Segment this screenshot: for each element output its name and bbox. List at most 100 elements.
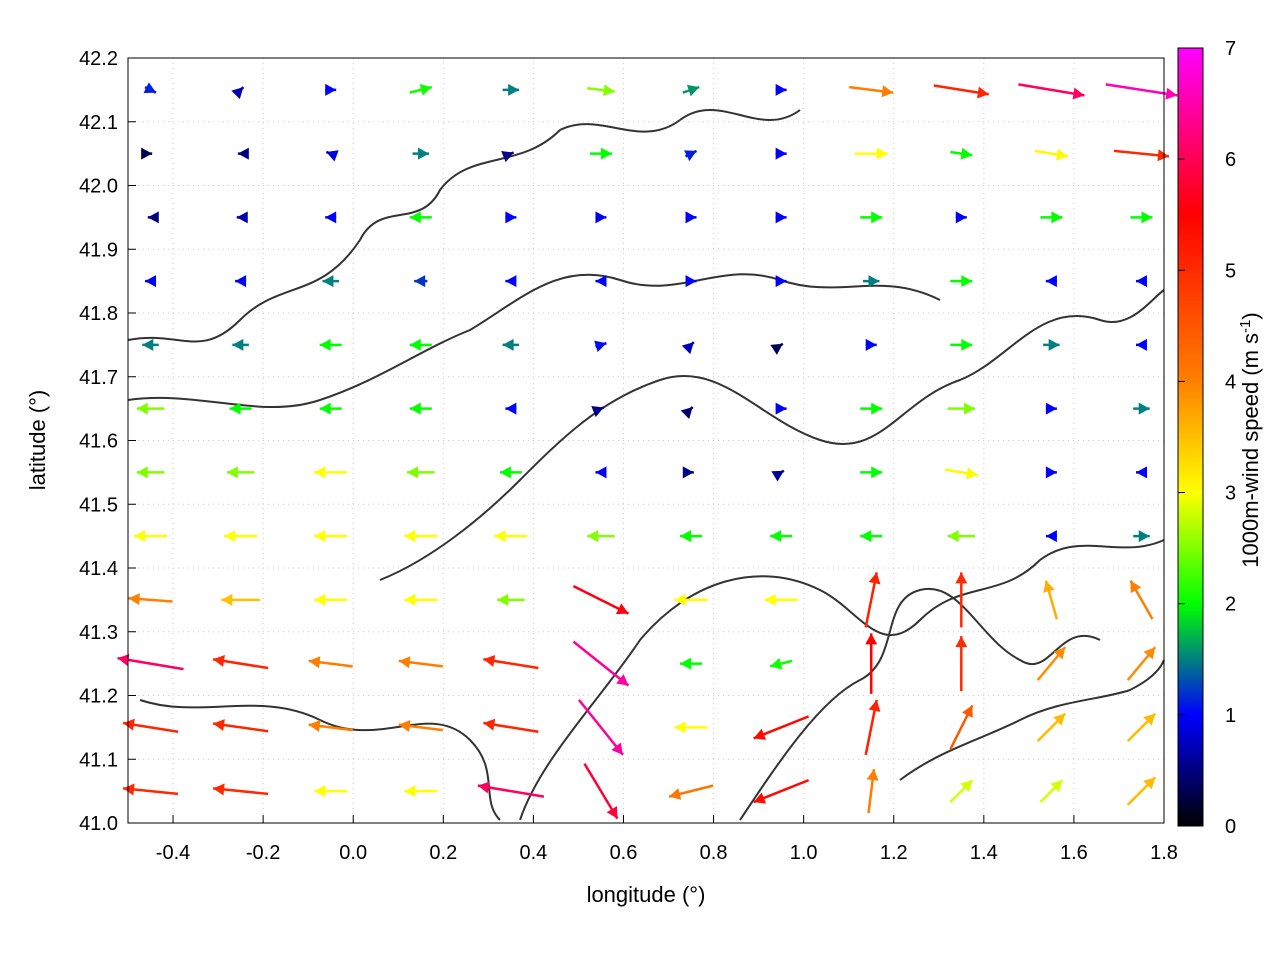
wind-vector: [409, 402, 432, 415]
wind-vector: [860, 530, 883, 543]
wind-vector: [122, 718, 179, 734]
wind-vector: [404, 785, 438, 798]
wind-vector: [143, 82, 157, 94]
wind-vector: [860, 402, 883, 415]
wind-vector: [505, 275, 517, 288]
wind-vector: [499, 466, 522, 479]
wind-vector: [122, 783, 179, 796]
contour-line: [127, 109, 801, 343]
colorbar-ticks: 0 1 2 3 4 5 6 7: [1178, 38, 1236, 838]
wind-vector: [1039, 779, 1064, 804]
wind-vector: [407, 466, 435, 479]
wind-vector: [314, 593, 348, 606]
y-tick-label: 42.2: [79, 48, 118, 70]
wind-vector: [1126, 646, 1157, 681]
wind-vector: [398, 656, 443, 669]
y-axis-label: latitude (°): [25, 390, 50, 491]
wind-vector: [1105, 83, 1178, 100]
wind-vector: [864, 572, 881, 628]
wind-vector: [1126, 776, 1157, 806]
wind-vector: [862, 275, 880, 288]
y-tick-label: 41.1: [79, 749, 118, 771]
wind-vector: [236, 211, 248, 224]
contour-line: [739, 587, 1101, 821]
wind-vector: [409, 211, 432, 224]
y-tick-label: 41.3: [79, 622, 118, 644]
wind-vector: [136, 466, 165, 479]
x-tick-label: 0.2: [429, 842, 457, 864]
contour-line: [379, 289, 1165, 581]
wind-vector: [1133, 402, 1150, 415]
wind-vector: [483, 655, 539, 670]
x-axis-label: longitude (°): [587, 882, 706, 907]
wind-vector: [1135, 275, 1147, 288]
wind-vector: [685, 275, 697, 288]
x-tick-label: 0.4: [519, 842, 547, 864]
wind-vector: [955, 636, 968, 692]
wind-vector: [682, 466, 694, 479]
wind-vector: [595, 466, 607, 479]
wind-vector: [229, 402, 252, 415]
wind-vector: [950, 338, 973, 351]
wind-vector: [950, 147, 973, 160]
wind-vector: [770, 342, 784, 355]
wind-vector: [232, 338, 249, 351]
wind-vector: [684, 149, 698, 162]
wind-vector: [414, 275, 428, 288]
colorbar-tick-label: 3: [1225, 483, 1236, 505]
x-tick-label: 0.0: [339, 842, 367, 864]
wind-vector: [147, 211, 159, 224]
wind-vector: [680, 657, 703, 670]
colorbar-tick-label: 5: [1225, 260, 1236, 282]
wind-vector: [1034, 148, 1069, 161]
wind-vector: [860, 211, 883, 224]
wind-vector: [1133, 530, 1150, 543]
x-tick-label: 1.2: [880, 842, 908, 864]
colorbar-tick-label: 4: [1225, 371, 1236, 393]
colorbar-tick-label: 0: [1225, 816, 1236, 838]
wind-vector: [308, 656, 353, 669]
wind-vector: [412, 147, 430, 160]
wind-vector: [221, 593, 260, 606]
wind-vector: [237, 147, 249, 160]
terrain-contours: [127, 109, 1165, 821]
wind-vector: [685, 211, 697, 224]
wind-vector: [775, 402, 787, 415]
wind-vector: [325, 150, 339, 162]
wind-vector: [1113, 149, 1170, 162]
y-tick-label: 41.5: [79, 494, 118, 516]
colorbar-tick-label: 2: [1225, 594, 1236, 616]
wind-vector: [325, 211, 337, 224]
y-tick-label: 42.1: [79, 112, 118, 134]
wind-vector: [497, 593, 525, 606]
wind-vector: [775, 147, 787, 160]
wind-vector: [860, 466, 883, 479]
wind-vector: [775, 211, 787, 224]
wind-vector: [505, 211, 517, 224]
wind-vector: [398, 720, 443, 732]
wind-vector: [314, 530, 348, 543]
wind-vector: [1129, 580, 1154, 620]
wind-vector: [494, 530, 528, 543]
wind-vector: [505, 402, 517, 415]
wind-vector: [404, 593, 438, 606]
wind-vector: [136, 402, 165, 415]
wind-vector: [1043, 338, 1060, 351]
wind-vector: [1036, 712, 1067, 743]
wind-vector: [947, 402, 976, 415]
wind-vector: [682, 84, 700, 97]
wind-vector: [117, 654, 184, 671]
wind-vector: [577, 699, 624, 756]
wind-vector: [212, 783, 269, 796]
wind-vectors: [117, 82, 1178, 820]
wind-vector: [949, 704, 974, 750]
wind-vector: [502, 338, 520, 351]
wind-vector: [866, 768, 879, 814]
wind-vector: [1135, 338, 1147, 351]
wind-vector: [409, 83, 433, 96]
wind-vector: [865, 338, 877, 351]
wind-vector: [319, 338, 342, 351]
y-tick-label: 41.9: [79, 239, 118, 261]
wind-vector: [594, 340, 607, 353]
x-tick-label: 1.6: [1060, 842, 1088, 864]
